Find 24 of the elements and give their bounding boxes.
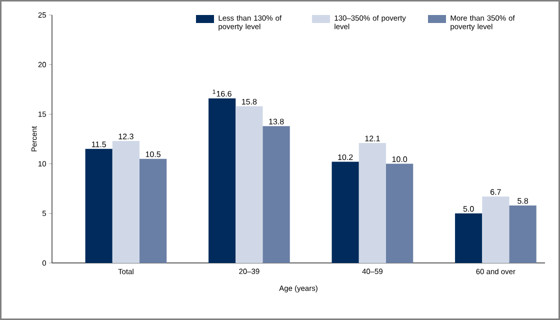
data-label: 13.8 <box>269 118 284 124</box>
data-label: 12.3 <box>118 134 134 140</box>
data-label: 5.0 <box>463 206 474 212</box>
data-label: 10.2 <box>338 154 353 160</box>
bar <box>262 126 290 263</box>
data-label: 12.1 <box>365 136 380 142</box>
data-label: 15.8 <box>242 98 257 105</box>
bar <box>482 196 510 263</box>
bar <box>358 142 386 263</box>
data-label: 10.0 <box>392 156 408 162</box>
data-label: 6.7 <box>490 189 501 195</box>
data-label: 10.5 <box>146 151 161 158</box>
bar <box>85 148 112 263</box>
bar <box>509 205 536 263</box>
bar <box>140 158 167 263</box>
bar <box>112 140 140 263</box>
data-label: 5.8 <box>518 198 528 204</box>
bar <box>386 164 414 263</box>
bar <box>455 213 482 263</box>
data-label: $^{1}$16.6 <box>212 90 232 97</box>
bar <box>236 106 263 263</box>
bar <box>208 98 236 263</box>
data-label: 11.5 <box>92 142 106 148</box>
bar <box>332 162 359 263</box>
